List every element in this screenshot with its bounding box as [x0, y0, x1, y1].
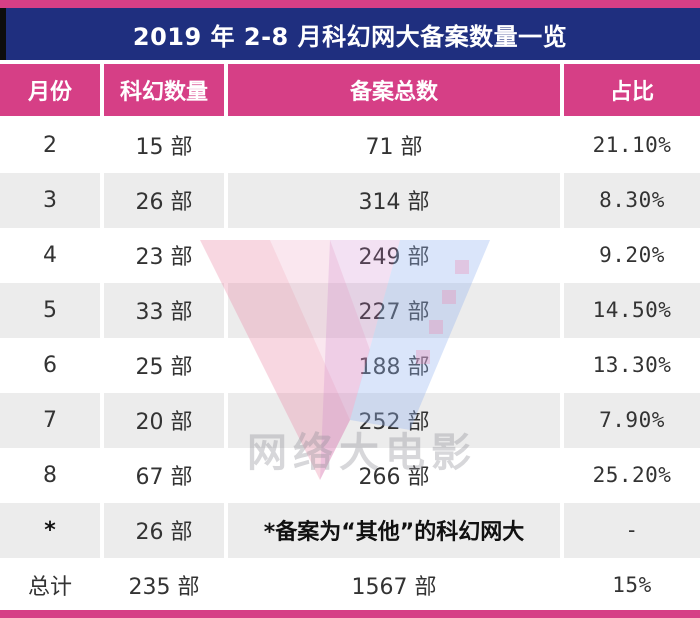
data-table: 月份 科幻数量 备案总数 占比 2 15 部 71 部 21.10% 3 26 …	[0, 64, 700, 613]
scifi-count-cell: 25 部	[104, 338, 224, 393]
total-cell: 314 部	[228, 173, 560, 228]
header-month: 月份	[0, 64, 100, 116]
scifi-count-cell: 23 部	[104, 228, 224, 283]
total-cell: 71 部	[228, 118, 560, 173]
table-title: 2019 年 2-8 月科幻网大备案数量一览	[0, 8, 700, 60]
title-edge	[0, 8, 6, 60]
month-cell: 2	[0, 118, 100, 173]
ratio-cell: 15%	[564, 558, 700, 613]
bottom-accent-bar	[0, 610, 700, 618]
month-cell: 3	[0, 173, 100, 228]
table-row: * 26 部 *备案为“其他”的科幻网大 -	[0, 503, 700, 558]
table-row: 2 15 部 71 部 21.10%	[0, 118, 700, 173]
top-accent-bar	[0, 0, 700, 8]
total-label-cell: 总计	[0, 558, 100, 613]
total-cell: 227 部	[228, 283, 560, 338]
table-row: 7 20 部 252 部 7.90%	[0, 393, 700, 448]
header-total: 备案总数	[228, 64, 560, 116]
ratio-cell: 13.30%	[564, 338, 700, 393]
scifi-count-cell: 33 部	[104, 283, 224, 338]
ratio-cell: 9.20%	[564, 228, 700, 283]
month-cell: 6	[0, 338, 100, 393]
ratio-cell: 21.10%	[564, 118, 700, 173]
table-row: 5 33 部 227 部 14.50%	[0, 283, 700, 338]
table-row: 6 25 部 188 部 13.30%	[0, 338, 700, 393]
scifi-count-cell: 235 部	[104, 558, 224, 613]
total-cell: 266 部	[228, 448, 560, 503]
month-cell: 8	[0, 448, 100, 503]
header-ratio: 占比	[564, 64, 700, 116]
month-cell: 7	[0, 393, 100, 448]
table-row: 4 23 部 249 部 9.20%	[0, 228, 700, 283]
scifi-count-cell: 15 部	[104, 118, 224, 173]
ratio-cell: 14.50%	[564, 283, 700, 338]
note-cell: *备案为“其他”的科幻网大	[228, 503, 560, 558]
month-cell: 4	[0, 228, 100, 283]
scifi-count-cell: 26 部	[104, 503, 224, 558]
ratio-cell: 7.90%	[564, 393, 700, 448]
header-scifi-count: 科幻数量	[104, 64, 224, 116]
table-row: 3 26 部 314 部 8.30%	[0, 173, 700, 228]
total-cell: 252 部	[228, 393, 560, 448]
month-cell: 5	[0, 283, 100, 338]
ratio-cell: -	[564, 503, 700, 558]
total-row: 总计 235 部 1567 部 15%	[0, 558, 700, 613]
header-row: 月份 科幻数量 备案总数 占比	[0, 64, 700, 116]
month-cell: *	[0, 503, 100, 558]
total-cell: 188 部	[228, 338, 560, 393]
total-cell: 1567 部	[228, 558, 560, 613]
total-cell: 249 部	[228, 228, 560, 283]
scifi-count-cell: 26 部	[104, 173, 224, 228]
table-row: 8 67 部 266 部 25.20%	[0, 448, 700, 503]
scifi-count-cell: 20 部	[104, 393, 224, 448]
ratio-cell: 25.20%	[564, 448, 700, 503]
scifi-count-cell: 67 部	[104, 448, 224, 503]
ratio-cell: 8.30%	[564, 173, 700, 228]
